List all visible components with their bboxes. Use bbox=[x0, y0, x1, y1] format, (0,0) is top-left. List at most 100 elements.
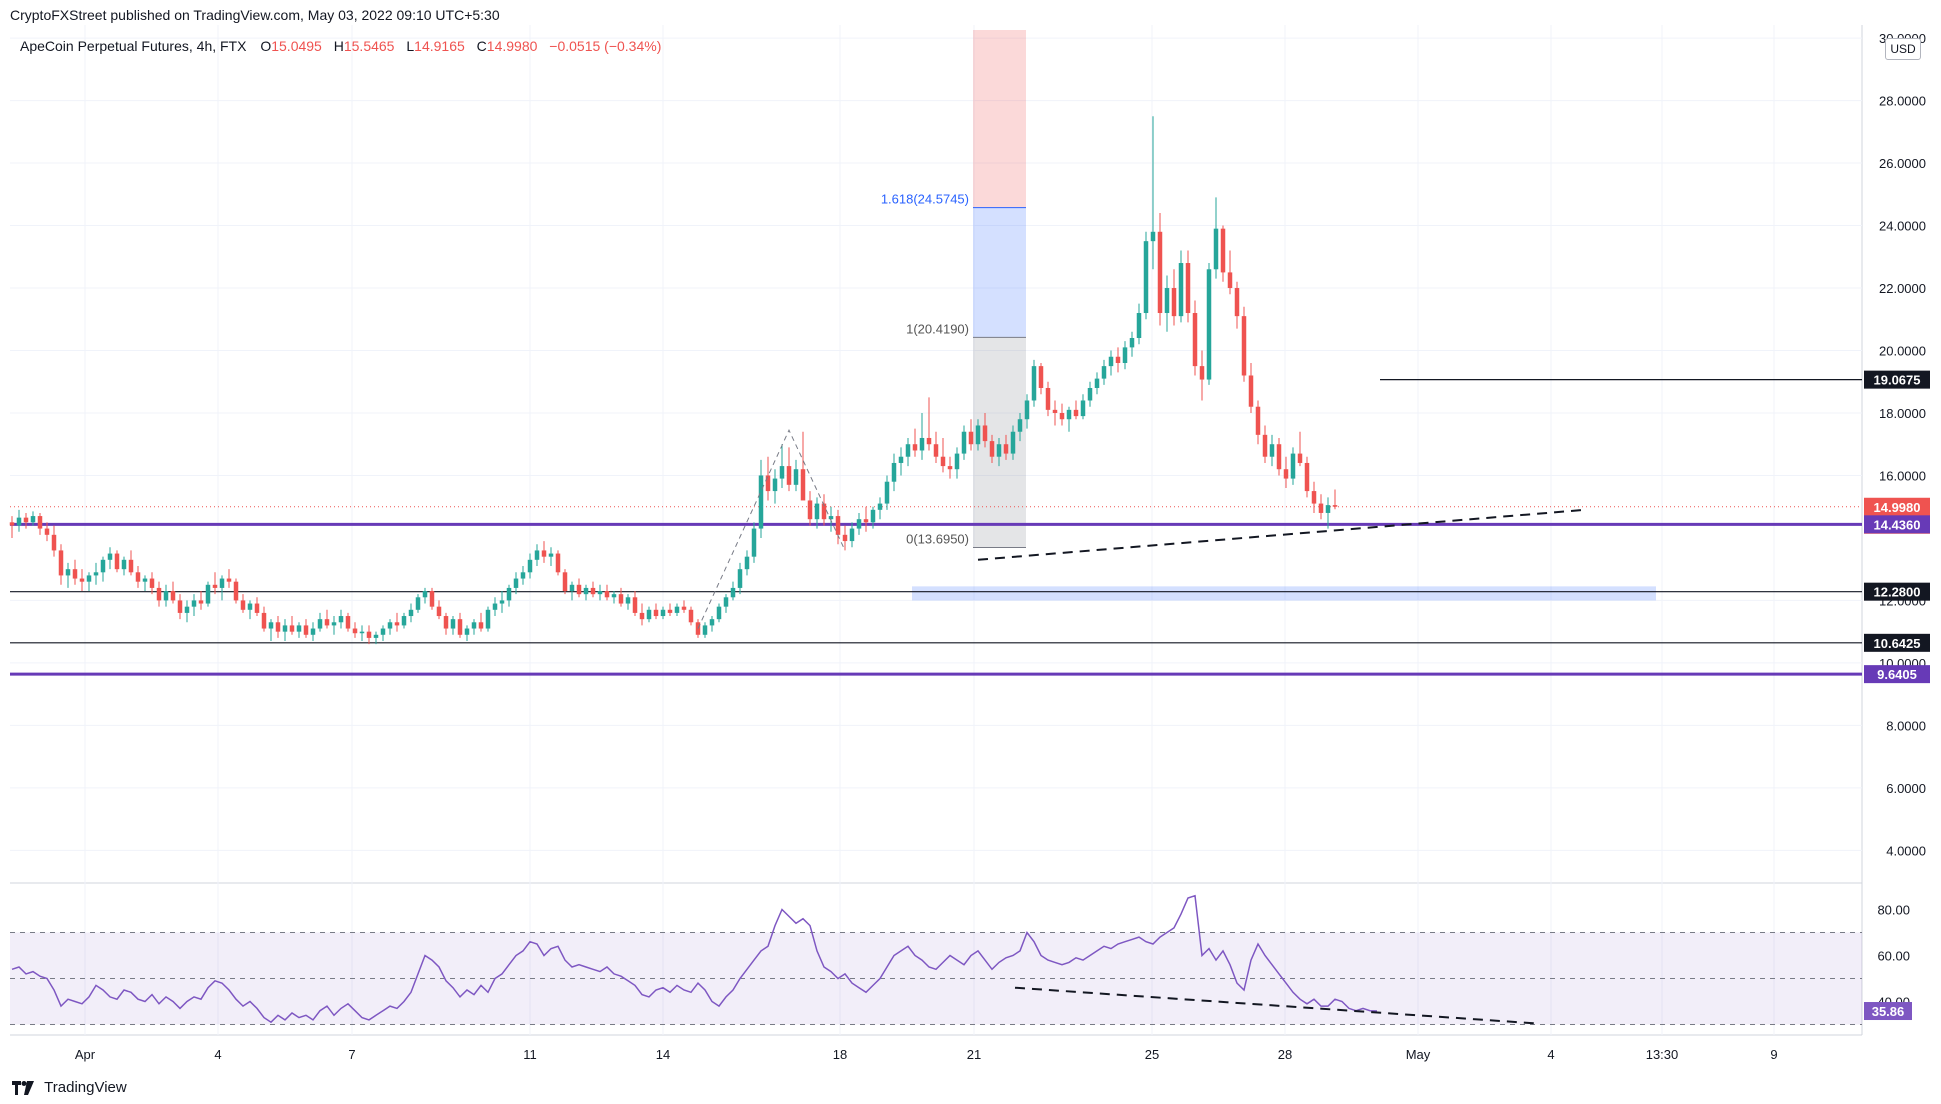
candle-body bbox=[548, 553, 554, 557]
close-value: 14.9980 bbox=[486, 38, 538, 54]
candle-body bbox=[478, 622, 484, 629]
candle-body bbox=[254, 603, 260, 613]
candle-body bbox=[1262, 434, 1268, 457]
rsi-tick-label: 60.00 bbox=[1877, 949, 1910, 964]
candle-body bbox=[758, 475, 764, 529]
candle-body bbox=[800, 469, 806, 501]
candle-body bbox=[1311, 491, 1317, 504]
candle-body bbox=[1024, 400, 1030, 420]
candle-body bbox=[968, 431, 974, 445]
price-tick-label: 28.0000 bbox=[1879, 94, 1926, 109]
candle-body bbox=[534, 550, 540, 560]
candle-body bbox=[149, 578, 155, 588]
candle-body bbox=[408, 609, 414, 617]
candle-body bbox=[429, 591, 435, 607]
candle-body bbox=[1038, 366, 1044, 388]
currency-button[interactable]: USD bbox=[1885, 38, 1921, 60]
candle-body bbox=[863, 519, 869, 523]
candle-body bbox=[37, 516, 43, 529]
candle-body bbox=[723, 597, 729, 607]
candle-body bbox=[58, 550, 64, 576]
price-tag bbox=[1864, 633, 1930, 652]
candle-body bbox=[751, 528, 757, 557]
candle-body bbox=[849, 528, 855, 542]
candle-body bbox=[191, 600, 197, 607]
candle-body bbox=[1248, 375, 1254, 407]
candle-body bbox=[1010, 431, 1016, 454]
candle-body bbox=[464, 628, 470, 635]
time-tick-label: 7 bbox=[348, 1047, 355, 1062]
trendlines bbox=[697, 428, 1586, 629]
candle-body bbox=[1031, 366, 1037, 401]
candle-body bbox=[590, 587, 596, 595]
candle-body bbox=[765, 475, 771, 492]
candle-body bbox=[79, 578, 85, 582]
symbol-title: ApeCoin Perpetual Futures, 4h, FTX bbox=[20, 38, 247, 54]
candle-body bbox=[1143, 241, 1149, 314]
candle-body bbox=[576, 584, 582, 595]
price-tick-label: 16.0000 bbox=[1879, 468, 1926, 483]
candle-body bbox=[527, 559, 533, 573]
time-tick-label: 4 bbox=[214, 1047, 221, 1062]
candle-body bbox=[289, 625, 295, 632]
candle-body bbox=[807, 500, 813, 520]
candle-body bbox=[660, 609, 666, 617]
price-tag-label: 14.9980 bbox=[1874, 500, 1921, 515]
candle-body bbox=[9, 522, 15, 526]
candle-body bbox=[1045, 387, 1051, 410]
candle-body bbox=[1206, 269, 1212, 380]
candle-body bbox=[1087, 387, 1093, 401]
candle-body bbox=[177, 600, 183, 613]
candle-body bbox=[821, 503, 827, 520]
grid bbox=[10, 25, 1863, 1036]
time-tick-label: 18 bbox=[833, 1047, 847, 1062]
time-tick-label: 21 bbox=[967, 1047, 981, 1062]
candle-body bbox=[933, 444, 939, 457]
candle-body bbox=[954, 453, 960, 470]
price-tick-label: 20.0000 bbox=[1879, 344, 1926, 359]
time-tick-label: 9 bbox=[1770, 1047, 1777, 1062]
candle-body bbox=[1157, 231, 1163, 314]
low-label: L bbox=[406, 38, 415, 54]
candle-body bbox=[23, 517, 29, 523]
candle-body bbox=[436, 606, 442, 617]
candle-body bbox=[1150, 231, 1156, 242]
price-tick-label: 24.0000 bbox=[1879, 219, 1926, 234]
candle-body bbox=[1115, 356, 1121, 363]
candle-body bbox=[338, 616, 344, 623]
time-axis: Apr 4 7 11 14 18 21 25 28 May 4 13:30 9 bbox=[75, 1047, 1778, 1062]
price-tick-label: 26.0000 bbox=[1879, 156, 1926, 171]
candle-body bbox=[1297, 453, 1303, 463]
price-tick-label: 18.0000 bbox=[1879, 406, 1926, 421]
candle-body bbox=[65, 569, 71, 576]
price-tag-label: 10.6425 bbox=[1874, 636, 1921, 651]
price-tick-label: 6.0000 bbox=[1886, 781, 1926, 796]
candle-body bbox=[366, 631, 372, 638]
candle-body bbox=[51, 534, 57, 551]
candle-body bbox=[170, 591, 176, 601]
candle-body bbox=[499, 600, 505, 604]
candle-body bbox=[828, 516, 834, 520]
candle-body bbox=[632, 597, 638, 613]
horizontal-levels bbox=[10, 379, 1862, 676]
price-tick-label: 4.0000 bbox=[1886, 843, 1926, 858]
low-value: 14.9165 bbox=[414, 38, 465, 54]
candle-body bbox=[674, 606, 680, 613]
candle-body bbox=[16, 517, 22, 526]
candle-body bbox=[772, 478, 778, 492]
change-value: −0.0515 (−0.34%) bbox=[549, 38, 662, 54]
rising-support-trendline bbox=[977, 508, 1586, 561]
candle-body bbox=[247, 603, 253, 610]
candle-body bbox=[520, 572, 526, 579]
candle-body bbox=[1213, 228, 1219, 270]
time-tick-label: 25 bbox=[1145, 1047, 1159, 1062]
time-tick-label: Apr bbox=[75, 1047, 96, 1062]
candle-body bbox=[233, 581, 239, 601]
candle-body bbox=[107, 553, 113, 560]
candle-body bbox=[415, 597, 421, 610]
fib-extension-top-zone bbox=[973, 30, 1026, 208]
candle-body bbox=[646, 609, 652, 620]
candle-body bbox=[394, 622, 400, 626]
candle-body bbox=[457, 619, 463, 635]
